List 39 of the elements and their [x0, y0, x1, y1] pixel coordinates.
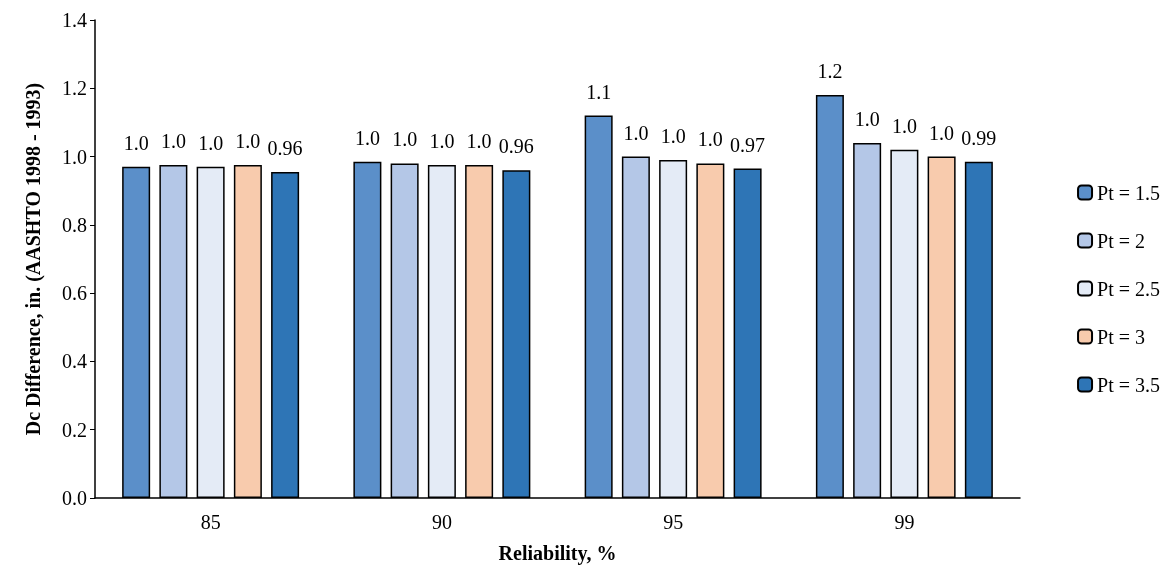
legend-label: Pt = 3	[1097, 325, 1146, 348]
data-label: 0.96	[267, 136, 303, 159]
y-axis-title: Dc Difference, in. (AASHTO 1998 - 1993)	[22, 82, 45, 436]
data-label: 1.0	[929, 121, 955, 144]
legend-label: Pt = 3.5	[1097, 373, 1161, 396]
x-tick-label: 99	[894, 511, 915, 533]
data-label: 1.0	[660, 124, 686, 147]
data-label: 0.96	[498, 135, 534, 158]
legend-label: Pt = 1.5	[1097, 181, 1161, 204]
data-label: 1.0	[235, 130, 261, 153]
data-label: 1.2	[817, 60, 843, 83]
data-label: 1.0	[123, 131, 149, 154]
y-tick-label: 1.2	[62, 77, 87, 100]
y-tick-label: 0.2	[62, 418, 87, 441]
y-tick-label: 0.4	[62, 350, 87, 373]
data-label: 1.0	[392, 128, 418, 151]
data-label: 1.0	[160, 130, 186, 153]
data-label: 1.0	[891, 114, 917, 137]
data-label: 1.0	[466, 130, 492, 153]
y-tick-label: 0.6	[62, 282, 87, 305]
x-tick-label: 95	[663, 511, 684, 533]
x-tick-label: 90	[431, 511, 452, 533]
data-label: 1.0	[198, 131, 224, 154]
x-axis-title: Reliability, %	[498, 542, 617, 565]
legend-label: Pt = 2	[1097, 229, 1146, 252]
data-label: 1.0	[697, 128, 723, 151]
data-label: 1.0	[354, 126, 380, 149]
data-label: 0.99	[961, 126, 997, 149]
data-label: 1.0	[623, 121, 649, 144]
data-label: 0.97	[730, 133, 766, 156]
data-label: 1.0	[854, 107, 880, 130]
data-label: 1.0	[429, 130, 455, 153]
y-tick-label: 0.8	[62, 213, 87, 236]
y-tick-label: 0.0	[62, 487, 87, 509]
legend-label: Pt = 2.5	[1097, 277, 1161, 300]
x-tick-label: 85	[200, 511, 221, 533]
y-tick-label: 1.4	[62, 9, 87, 31]
data-label: 1.1	[586, 80, 612, 103]
y-tick-label: 1.0	[62, 145, 87, 168]
